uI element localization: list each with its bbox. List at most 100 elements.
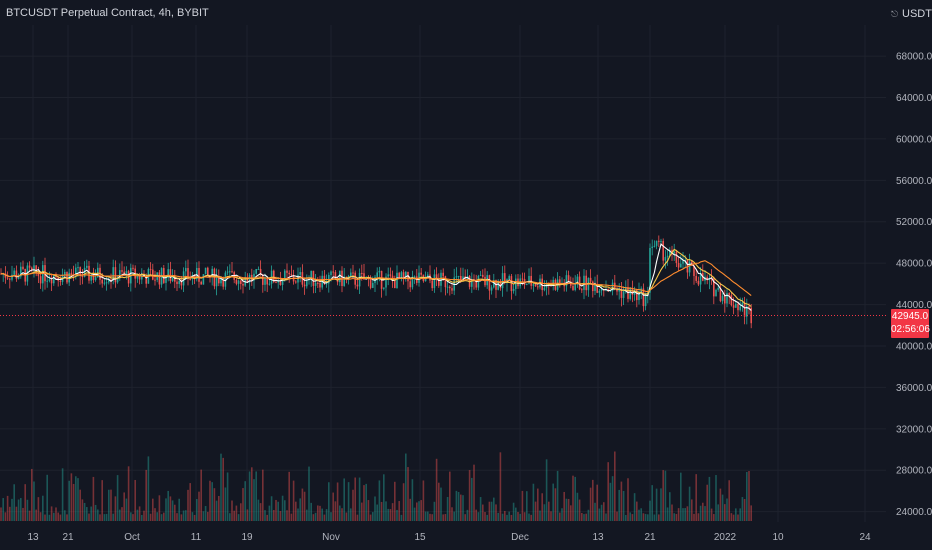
volume-bar bbox=[185, 510, 187, 521]
volume-bar bbox=[55, 507, 57, 521]
volume-bar bbox=[413, 507, 416, 521]
volume-bar bbox=[244, 481, 246, 521]
candle-body bbox=[431, 280, 433, 289]
volume-bar bbox=[101, 480, 103, 521]
candle-body bbox=[471, 279, 473, 287]
volume-bar bbox=[680, 472, 682, 521]
volume-bar bbox=[486, 514, 488, 521]
volume-bar bbox=[477, 512, 480, 521]
candle-body bbox=[688, 261, 691, 273]
volume-bar bbox=[616, 511, 618, 521]
volume-bar bbox=[169, 496, 172, 521]
candle-body bbox=[501, 273, 504, 289]
volume-bar bbox=[17, 499, 20, 521]
candle-body bbox=[748, 306, 750, 308]
volume-bar bbox=[70, 473, 73, 521]
volume-bar bbox=[237, 514, 240, 521]
candle-body bbox=[717, 287, 719, 290]
volume-bar bbox=[497, 512, 499, 521]
candle-body bbox=[462, 276, 464, 281]
candle-body bbox=[218, 275, 220, 284]
volume-bar bbox=[218, 495, 220, 521]
volume-bar bbox=[631, 514, 634, 521]
volume-bar bbox=[746, 471, 748, 521]
volume-bar bbox=[110, 489, 112, 521]
volume-bar bbox=[363, 485, 365, 521]
volume-bar bbox=[449, 471, 451, 521]
candle-body bbox=[409, 281, 411, 288]
candle-body bbox=[394, 279, 396, 289]
candle-body bbox=[726, 293, 728, 304]
volume-bar bbox=[53, 512, 55, 521]
volume-bar bbox=[484, 511, 486, 521]
volume-bar bbox=[158, 495, 161, 521]
volume-bar bbox=[61, 468, 64, 521]
volume-bar bbox=[127, 466, 130, 521]
candle-body bbox=[167, 269, 169, 279]
volume-bar bbox=[103, 514, 106, 521]
volume-bar bbox=[11, 498, 13, 521]
candle-body bbox=[0, 273, 2, 275]
volume-bar bbox=[286, 510, 288, 521]
candle-body bbox=[281, 279, 284, 285]
candle-body bbox=[730, 295, 733, 306]
candle-body bbox=[31, 267, 33, 270]
volume-bar bbox=[35, 509, 37, 521]
candle-body bbox=[402, 272, 405, 278]
candle-body bbox=[9, 278, 11, 280]
volume-bar bbox=[534, 501, 537, 521]
candle-body bbox=[33, 265, 35, 270]
volume-bar bbox=[325, 509, 328, 521]
candle-body bbox=[169, 269, 172, 282]
candle-body bbox=[119, 270, 121, 279]
volume-bar bbox=[136, 509, 139, 521]
volume-bar bbox=[79, 489, 81, 521]
candle-body bbox=[455, 276, 458, 278]
volume-bar bbox=[501, 513, 504, 521]
volume-bar bbox=[453, 511, 455, 521]
volume-bars bbox=[0, 451, 752, 521]
x-tick-label: 19 bbox=[241, 532, 253, 543]
volume-bar bbox=[105, 513, 108, 521]
volume-bar bbox=[251, 467, 253, 521]
volume-bar bbox=[688, 486, 691, 521]
candle-body bbox=[246, 277, 249, 283]
candle-body bbox=[198, 267, 200, 282]
candle-body bbox=[92, 274, 95, 281]
candle-body bbox=[77, 267, 79, 269]
candle-body bbox=[273, 270, 275, 283]
candle-body bbox=[541, 278, 543, 291]
x-tick-label: Nov bbox=[322, 532, 340, 543]
candle-body bbox=[39, 276, 42, 284]
candle-body bbox=[460, 275, 462, 281]
x-tick-label: 13 bbox=[592, 532, 604, 543]
candle-body bbox=[11, 274, 13, 280]
candle-body bbox=[116, 278, 119, 283]
volume-bar bbox=[314, 512, 317, 521]
volume-bar bbox=[728, 480, 730, 521]
candle-body bbox=[629, 288, 631, 299]
volume-bar bbox=[347, 482, 350, 521]
lock-icon[interactable]: ⎋ bbox=[891, 9, 899, 19]
candle-body bbox=[589, 277, 592, 282]
volume-bar bbox=[149, 513, 152, 521]
candle-body bbox=[171, 277, 174, 282]
volume-bar bbox=[686, 506, 689, 521]
candle-body bbox=[310, 270, 312, 280]
volume-bar bbox=[405, 453, 407, 521]
y-axis[interactable]: 68000.0 64000.0 60000.0 56000.0 52000.0 48000… bbox=[896, 52, 932, 519]
volume-bar bbox=[66, 514, 68, 521]
candle-body bbox=[457, 275, 460, 277]
volume-bar bbox=[204, 506, 207, 521]
volume-bar bbox=[378, 480, 381, 521]
candle-body bbox=[565, 275, 568, 287]
volume-bar bbox=[257, 499, 260, 521]
x-axis[interactable]: 13 21 Oct 11 19 Nov 15 Dec 13 21 2022 10 24 bbox=[27, 532, 871, 543]
candle-body bbox=[686, 259, 689, 273]
candle-body bbox=[343, 276, 345, 286]
volume-bar bbox=[231, 500, 233, 521]
volume-bar bbox=[647, 514, 649, 521]
volume-bar bbox=[273, 510, 275, 521]
chart-title: BTCUSDT Perpetual Contract, 4h, BYBIT bbox=[6, 7, 209, 19]
